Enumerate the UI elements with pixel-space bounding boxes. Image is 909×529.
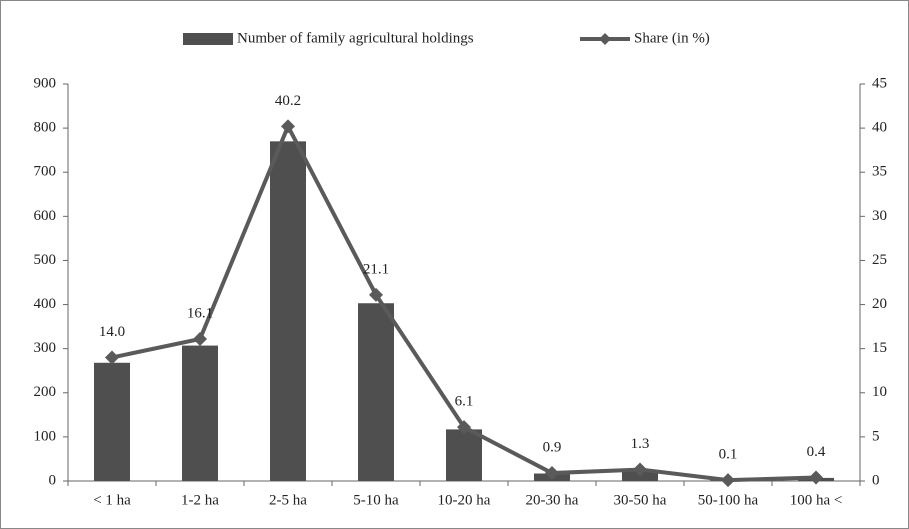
data-label: 0.1 bbox=[719, 447, 738, 463]
y-tick-label: 800 bbox=[34, 120, 57, 136]
y-tick-label: 200 bbox=[34, 384, 57, 400]
data-label: 21.1 bbox=[363, 261, 389, 277]
data-label: 0.9 bbox=[543, 439, 562, 455]
x-tick-label: 10-20 ha bbox=[438, 492, 491, 508]
marker bbox=[281, 119, 295, 134]
x-tick-label: 100 ha < bbox=[790, 492, 843, 508]
legend-label: Number of family agricultural holdings bbox=[237, 30, 474, 46]
x-tick-label: 1-2 ha bbox=[181, 492, 219, 508]
marker bbox=[193, 331, 207, 346]
x-tick-label: < 1 ha bbox=[93, 492, 131, 508]
marker bbox=[105, 350, 119, 365]
bar bbox=[270, 141, 306, 481]
x-tick-label: 50-100 ha bbox=[698, 492, 759, 508]
marker bbox=[457, 420, 471, 435]
marker bbox=[545, 466, 559, 481]
y-tick-label: 300 bbox=[34, 340, 57, 356]
bar bbox=[94, 362, 130, 481]
y2-tick-label: 30 bbox=[872, 208, 887, 224]
data-label: 6.1 bbox=[455, 394, 474, 410]
y2-tick-label: 0 bbox=[872, 472, 880, 488]
marker bbox=[809, 470, 823, 485]
legend-marker bbox=[599, 33, 611, 45]
x-tick-label: 5-10 ha bbox=[353, 492, 399, 508]
legend-label: Share (in %) bbox=[634, 30, 710, 46]
x-tick-label: 2-5 ha bbox=[269, 492, 307, 508]
y-tick-label: 600 bbox=[34, 208, 57, 224]
y2-tick-label: 10 bbox=[872, 384, 887, 400]
y2-tick-label: 5 bbox=[872, 428, 880, 444]
legend-swatch bbox=[183, 33, 233, 45]
marker bbox=[369, 287, 383, 302]
data-label: 14.0 bbox=[99, 324, 125, 340]
data-label: 1.3 bbox=[631, 436, 650, 452]
marker bbox=[633, 462, 647, 477]
x-tick-label: 20-30 ha bbox=[526, 492, 579, 508]
bar bbox=[182, 345, 218, 481]
y-tick-label: 100 bbox=[34, 428, 57, 444]
y2-tick-label: 35 bbox=[872, 164, 887, 180]
y-tick-label: 500 bbox=[34, 252, 57, 268]
data-label: 16.1 bbox=[187, 305, 213, 321]
data-label: 40.2 bbox=[275, 93, 301, 109]
y-tick-label: 900 bbox=[34, 75, 57, 91]
y-tick-label: 400 bbox=[34, 296, 57, 312]
y2-tick-label: 40 bbox=[872, 120, 887, 136]
y2-tick-label: 45 bbox=[872, 75, 887, 91]
data-label: 0.4 bbox=[807, 444, 826, 460]
y2-tick-label: 25 bbox=[872, 252, 887, 268]
y2-tick-label: 15 bbox=[872, 340, 887, 356]
y2-tick-label: 20 bbox=[872, 296, 887, 312]
x-tick-label: 30-50 ha bbox=[614, 492, 667, 508]
y-tick-label: 0 bbox=[49, 472, 57, 488]
y-tick-label: 700 bbox=[34, 164, 57, 180]
bar bbox=[358, 303, 394, 481]
bar bbox=[446, 429, 482, 481]
marker bbox=[721, 473, 735, 488]
